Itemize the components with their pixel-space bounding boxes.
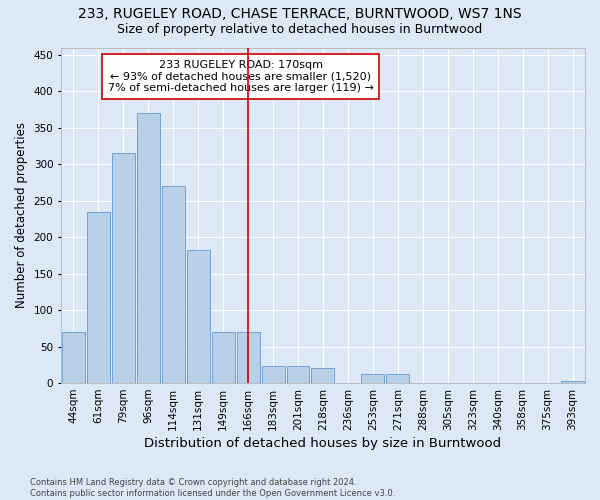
Bar <box>137 113 160 383</box>
Text: Size of property relative to detached houses in Burntwood: Size of property relative to detached ho… <box>118 22 482 36</box>
Bar <box>212 332 235 383</box>
Bar <box>162 186 185 383</box>
Y-axis label: Number of detached properties: Number of detached properties <box>15 122 28 308</box>
Bar <box>311 368 334 383</box>
Bar <box>112 154 135 383</box>
X-axis label: Distribution of detached houses by size in Burntwood: Distribution of detached houses by size … <box>145 437 502 450</box>
Text: Contains HM Land Registry data © Crown copyright and database right 2024.
Contai: Contains HM Land Registry data © Crown c… <box>30 478 395 498</box>
Bar <box>187 250 209 383</box>
Text: 233, RUGELEY ROAD, CHASE TERRACE, BURNTWOOD, WS7 1NS: 233, RUGELEY ROAD, CHASE TERRACE, BURNTW… <box>78 8 522 22</box>
Bar <box>361 374 385 383</box>
Bar <box>561 381 584 383</box>
Bar <box>262 366 284 383</box>
Bar <box>62 332 85 383</box>
Text: 233 RUGELEY ROAD: 170sqm
← 93% of detached houses are smaller (1,520)
7% of semi: 233 RUGELEY ROAD: 170sqm ← 93% of detach… <box>107 60 374 93</box>
Bar <box>87 212 110 383</box>
Bar <box>236 332 260 383</box>
Bar <box>287 366 310 383</box>
Bar <box>386 374 409 383</box>
